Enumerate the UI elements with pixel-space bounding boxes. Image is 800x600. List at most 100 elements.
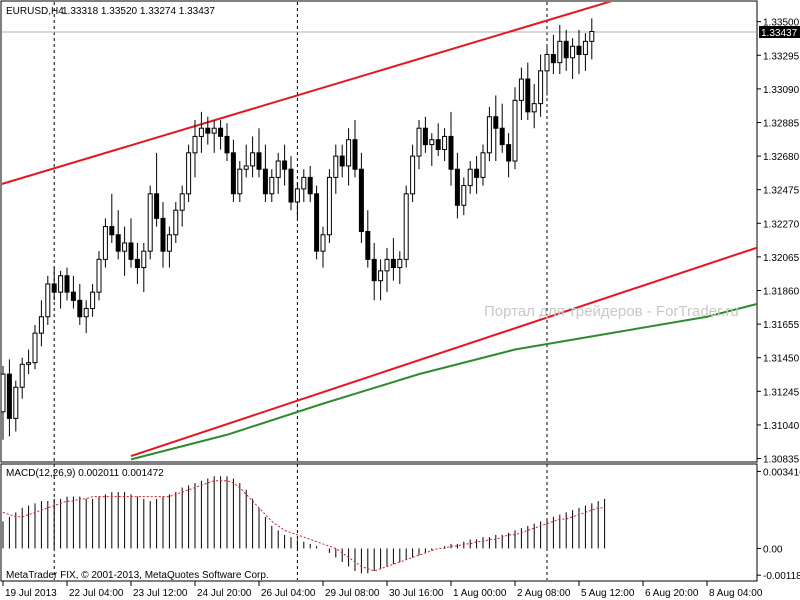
price-axis-label: 1.31655	[763, 320, 800, 331]
macd-pane-frame	[0, 463, 758, 582]
candle	[397, 251, 403, 284]
candle-body-bull	[179, 193, 185, 211]
candle-body-bear	[230, 152, 236, 195]
time-axis-label: 19 Jul 2013	[5, 588, 57, 599]
price-axis-label: 1.32680	[763, 152, 800, 163]
candle	[493, 95, 499, 162]
candle-body-bull	[96, 258, 102, 293]
time-axis-label: 29 Jul 08:00	[325, 588, 380, 599]
price-axis-label: 1.32885	[763, 118, 800, 129]
candle-body-bear	[115, 234, 121, 252]
candle	[384, 247, 390, 293]
candle	[563, 29, 569, 71]
candle	[474, 156, 480, 194]
candle	[147, 185, 153, 260]
candle	[448, 111, 454, 186]
candle-body-bear	[307, 176, 313, 195]
candle	[26, 349, 32, 375]
candle-body-bull	[582, 40, 588, 55]
candle-body-bear	[218, 127, 224, 137]
candle-body-bear	[563, 40, 569, 59]
copyright-notice: MetaTrader FIX, © 2001-2013, MetaQuotes …	[6, 570, 269, 581]
candle-body-bear	[339, 155, 345, 167]
price-axis-label: 1.30835	[763, 455, 800, 466]
candle	[45, 275, 51, 325]
candle	[525, 62, 531, 121]
candle	[64, 267, 70, 301]
candle-body-bull	[102, 226, 108, 260]
price-channel	[2, 2, 757, 458]
candle-body-bull	[486, 116, 492, 154]
price-axis-label: 1.31450	[763, 354, 800, 365]
candle	[576, 29, 582, 75]
candle	[314, 185, 320, 260]
candle	[307, 165, 313, 202]
candle	[262, 144, 268, 202]
candle	[13, 380, 19, 432]
candle-body-bear	[160, 217, 166, 252]
candle-body-bear	[576, 45, 582, 55]
candle	[32, 324, 38, 370]
candle-body-bear	[314, 193, 320, 252]
candle-body-bull	[326, 176, 332, 236]
time-axis-label: 24 Jul 20:00	[197, 588, 252, 599]
candle	[442, 128, 448, 162]
candle	[77, 283, 83, 325]
candle-body-bull	[294, 188, 300, 203]
candle	[90, 283, 96, 317]
candle	[58, 270, 64, 309]
candle-body-bear	[435, 139, 441, 151]
candle	[160, 201, 166, 268]
candle-body-bear	[352, 139, 358, 170]
price-axis-label: 1.31040	[763, 421, 800, 432]
candle-body-bull	[384, 258, 390, 272]
time-axis-label: 2 Aug 08:00	[517, 588, 571, 599]
candle	[51, 267, 57, 301]
candle	[218, 120, 224, 150]
price-axis-label: 1.32270	[763, 219, 800, 230]
price-axis-label: 1.31245	[763, 387, 800, 398]
candle	[339, 144, 345, 178]
candle	[128, 218, 134, 268]
candle	[173, 201, 179, 243]
candlestick-series	[0, 18, 595, 440]
candle-body-bear	[262, 168, 268, 195]
candle-body-bull	[346, 139, 352, 167]
candle-body-bull	[147, 193, 153, 252]
candle	[230, 139, 236, 202]
moving-average	[130, 302, 757, 461]
price-axis-label: 1.33295	[763, 51, 800, 62]
candle-body-bear	[422, 127, 428, 146]
candle-body-bull	[557, 40, 563, 64]
candle-body-bear	[506, 144, 512, 162]
candle	[275, 152, 281, 194]
candle-body-bull	[83, 308, 89, 318]
candle	[435, 123, 441, 157]
candle	[480, 144, 486, 186]
candle	[96, 251, 102, 301]
candle-body-bull	[301, 176, 307, 190]
candle	[410, 144, 416, 202]
price-pane-frame	[0, 0, 758, 463]
candle	[211, 120, 217, 153]
candle	[320, 226, 326, 268]
candle	[403, 185, 409, 268]
candle-body-bull	[141, 250, 147, 269]
candle-body-bull	[90, 291, 96, 310]
candle	[461, 177, 467, 216]
chart-header-quote: 1.33318 1.33520 1.33274 1.33437	[62, 6, 215, 17]
price-axis-label: 1.32475	[763, 186, 800, 197]
candle-body-bear	[109, 226, 115, 236]
candle-body-bear	[499, 127, 505, 146]
candle-body-bull	[442, 135, 448, 151]
candle	[358, 152, 364, 243]
candle	[390, 238, 396, 281]
candle	[205, 116, 211, 145]
channel-upper-line	[2, 2, 613, 186]
candle	[115, 210, 121, 260]
current-price-badge	[759, 25, 800, 38]
candle	[550, 34, 556, 75]
candle	[371, 242, 377, 301]
candle-body-bull	[250, 152, 256, 167]
